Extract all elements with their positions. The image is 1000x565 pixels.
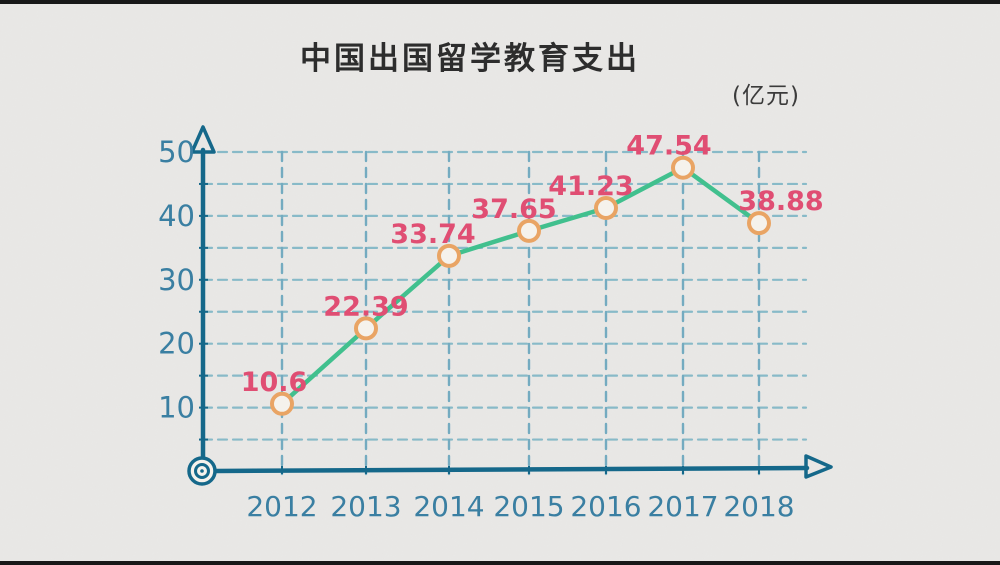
value-label-2015: 37.65 — [471, 194, 556, 225]
value-label-2014: 33.74 — [390, 219, 475, 250]
data-point-marker-2012 — [270, 391, 294, 416]
value-label-2017: 47.54 — [626, 131, 711, 162]
value-label-2012: 10.6 — [241, 367, 308, 398]
x-tick-label-2014: 2014 — [413, 490, 484, 523]
origin-marker-dot — [200, 469, 204, 473]
x-tick-label-2012: 2012 — [246, 490, 317, 523]
value-label-2016: 41.23 — [548, 171, 633, 202]
y-tick-label-50: 50 — [158, 135, 195, 169]
data-point-marker-2015 — [517, 218, 541, 243]
data-point-marker-2017 — [671, 155, 695, 180]
y-tick-label-30: 30 — [158, 263, 195, 297]
letterbox-top-bar — [0, 0, 1000, 4]
y-tick-label-10: 10 — [158, 391, 195, 425]
data-point-marker-2016 — [594, 196, 618, 220]
data-point-marker-2018 — [747, 211, 771, 236]
x-tick-label-2016: 2016 — [570, 490, 641, 523]
value-label-2013: 22.39 — [323, 291, 408, 322]
letterbox-bottom-bar — [0, 561, 1000, 565]
data-point-marker-2014 — [437, 243, 461, 268]
x-tick-label-2017: 2017 — [647, 490, 718, 523]
x-tick-label-2018: 2018 — [723, 490, 794, 523]
chart-title: 中国出国留学教育支出 — [300, 41, 640, 77]
y-tick-label-20: 20 — [158, 327, 195, 361]
data-point-marker-2013 — [354, 316, 378, 341]
x-tick-label-2013: 2013 — [330, 490, 401, 523]
value-label-2018: 38.88 — [738, 186, 823, 217]
x-axis-line — [212, 465, 810, 474]
x-tick-label-2015: 2015 — [493, 490, 564, 523]
axis-unit-label: (亿元) — [732, 83, 800, 109]
y-tick-label-40: 40 — [158, 199, 195, 233]
origin-marker-inner — [194, 463, 210, 479]
x-axis-arrowhead — [804, 454, 833, 479]
